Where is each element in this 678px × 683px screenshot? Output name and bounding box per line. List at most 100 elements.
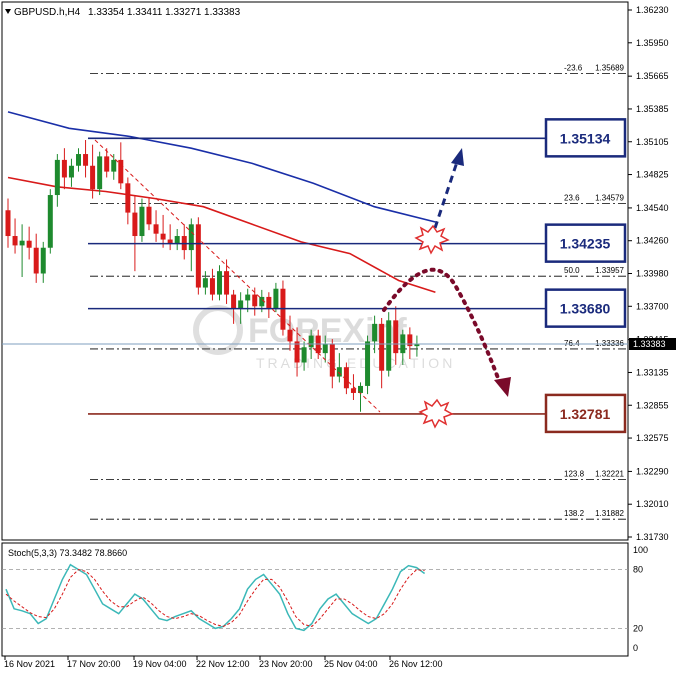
- price-axis: 1.36230 1.35950 1.35665 1.35385 1.35105 1.348…: [628, 5, 669, 542]
- bullish-candle[interactable]: [308, 335, 314, 348]
- stoch-level-label: 100: [633, 545, 648, 555]
- bearish-candle[interactable]: [118, 159, 124, 184]
- bullish-candle[interactable]: [54, 159, 60, 196]
- bearish-candle[interactable]: [90, 165, 96, 190]
- time-tick-label: 22 Nov 12:00: [196, 659, 250, 669]
- bearish-candle[interactable]: [224, 271, 230, 295]
- fib-price-label: 1.33336: [595, 339, 624, 348]
- bearish-candle[interactable]: [26, 240, 32, 248]
- bullish-candle[interactable]: [76, 154, 81, 166]
- ma-fast-line[interactable]: [7, 176, 436, 293]
- bearish-candle[interactable]: [266, 296, 272, 309]
- bullish-candle[interactable]: [174, 236, 180, 244]
- bullish-candle[interactable]: [188, 224, 194, 251]
- stochastic-label: Stoch(5,3,3) 73.3482 78.8660: [8, 548, 127, 558]
- bullish-candle[interactable]: [365, 341, 371, 386]
- bearish-candle[interactable]: [5, 210, 11, 237]
- time-tick-label: 19 Nov 04:00: [133, 659, 187, 669]
- breakout-burst-icon: [414, 224, 450, 255]
- stoch-signal-line[interactable]: [5, 569, 425, 627]
- price-tick-label: 1.33135: [636, 367, 669, 377]
- trend-line[interactable]: [94, 139, 381, 413]
- key-level-layer: 1.35134 1.34235 1.33680 1.32781: [88, 118, 627, 434]
- bullish-candle[interactable]: [245, 294, 251, 301]
- bearish-candle[interactable]: [231, 294, 237, 309]
- bullish-candle[interactable]: [19, 240, 25, 246]
- fib-price-label: 1.33957: [595, 266, 624, 275]
- bullish-candle[interactable]: [386, 320, 392, 371]
- key-level-box[interactable]: [544, 223, 627, 263]
- stoch-main-line[interactable]: [5, 563, 426, 632]
- current-price-tag: [629, 338, 676, 350]
- bullish-candle[interactable]: [301, 347, 307, 363]
- bullish-candle[interactable]: [273, 288, 279, 309]
- bullish-candle[interactable]: [238, 300, 244, 309]
- ma-slow-line[interactable]: [7, 111, 436, 223]
- bearish-candle[interactable]: [209, 278, 215, 295]
- bullish-candle[interactable]: [414, 343, 420, 347]
- price-tick-label: 1.31730: [636, 532, 669, 542]
- bearish-candle[interactable]: [167, 239, 173, 244]
- bearish-candle[interactable]: [104, 156, 110, 172]
- bearish-candle[interactable]: [33, 247, 39, 274]
- key-level-box[interactable]: [544, 288, 627, 328]
- time-tick-label: 25 Nov 04:00: [324, 659, 378, 669]
- watermark-tagline: TRADING EDUCATION: [256, 355, 455, 371]
- price-tick-label: 1.34825: [636, 170, 669, 180]
- price-tick-label: 1.35665: [636, 71, 669, 81]
- bearish-candle[interactable]: [61, 159, 67, 178]
- bullish-candle[interactable]: [217, 271, 222, 295]
- indicator-pane-frame: [1, 542, 629, 657]
- bullish-candle[interactable]: [358, 385, 363, 393]
- bearish-candle[interactable]: [379, 323, 385, 371]
- bullish-candle[interactable]: [68, 165, 74, 178]
- bullish-arrowhead-icon: [451, 148, 464, 166]
- stochastic-layer: 100 80 20 0: [2, 545, 648, 653]
- bearish-candle[interactable]: [146, 206, 152, 225]
- price-tick-label: 1.35950: [636, 38, 669, 48]
- bearish-candle[interactable]: [407, 334, 413, 347]
- bearish-candle[interactable]: [350, 388, 356, 393]
- time-axis: 16 Nov 2021 17 Nov 20:00 19 Nov 04:00 22 No…: [4, 656, 443, 669]
- bearish-candle[interactable]: [252, 294, 258, 307]
- bearish-candle[interactable]: [195, 224, 201, 288]
- bullish-candle[interactable]: [111, 159, 117, 172]
- bullish-candle[interactable]: [97, 156, 103, 190]
- bullish-candle[interactable]: [40, 247, 46, 274]
- fib-ratio-label: 50.0: [564, 266, 580, 275]
- bearish-candle[interactable]: [343, 367, 349, 389]
- price-tick-label: 1.34260: [636, 236, 669, 246]
- bearish-candle[interactable]: [287, 329, 293, 342]
- fib-ratio-label: 23.6: [564, 193, 580, 202]
- bearish-scenario-arrow[interactable]: [382, 267, 500, 380]
- bullish-candle[interactable]: [336, 367, 342, 377]
- price-tick-label: 1.35385: [636, 104, 669, 114]
- bearish-candle[interactable]: [125, 183, 131, 213]
- bearish-candle[interactable]: [160, 233, 166, 240]
- price-tick-label: 1.33980: [636, 269, 669, 279]
- time-tick-label: 16 Nov 2021: [4, 659, 55, 669]
- bearish-candle[interactable]: [329, 343, 335, 377]
- bearish-candle[interactable]: [83, 154, 89, 166]
- bearish-candle[interactable]: [294, 341, 300, 363]
- main-pane-frame: [1, 1, 629, 541]
- key-level-box[interactable]: [544, 118, 627, 158]
- bullish-candle[interactable]: [202, 278, 208, 288]
- bullish-candle[interactable]: [322, 343, 328, 354]
- bullish-candle[interactable]: [47, 195, 53, 248]
- key-level-box[interactable]: [544, 393, 627, 434]
- bearish-candle[interactable]: [153, 224, 159, 234]
- bullish-candle[interactable]: [139, 206, 145, 237]
- bearish-candle[interactable]: [12, 236, 18, 246]
- bearish-candle[interactable]: [132, 212, 138, 237]
- bullish-candle[interactable]: [259, 296, 265, 307]
- bullish-candle[interactable]: [372, 323, 378, 342]
- fib-price-label: 1.34579: [595, 193, 624, 202]
- bearish-candle[interactable]: [393, 320, 399, 354]
- price-tick-label: 1.35105: [636, 137, 669, 147]
- fib-price-label: 1.31882: [595, 509, 624, 518]
- fib-ratio-label: -23.6: [564, 63, 583, 72]
- price-tick-label: 1.36230: [636, 5, 669, 15]
- stoch-level-label: 20: [633, 623, 643, 633]
